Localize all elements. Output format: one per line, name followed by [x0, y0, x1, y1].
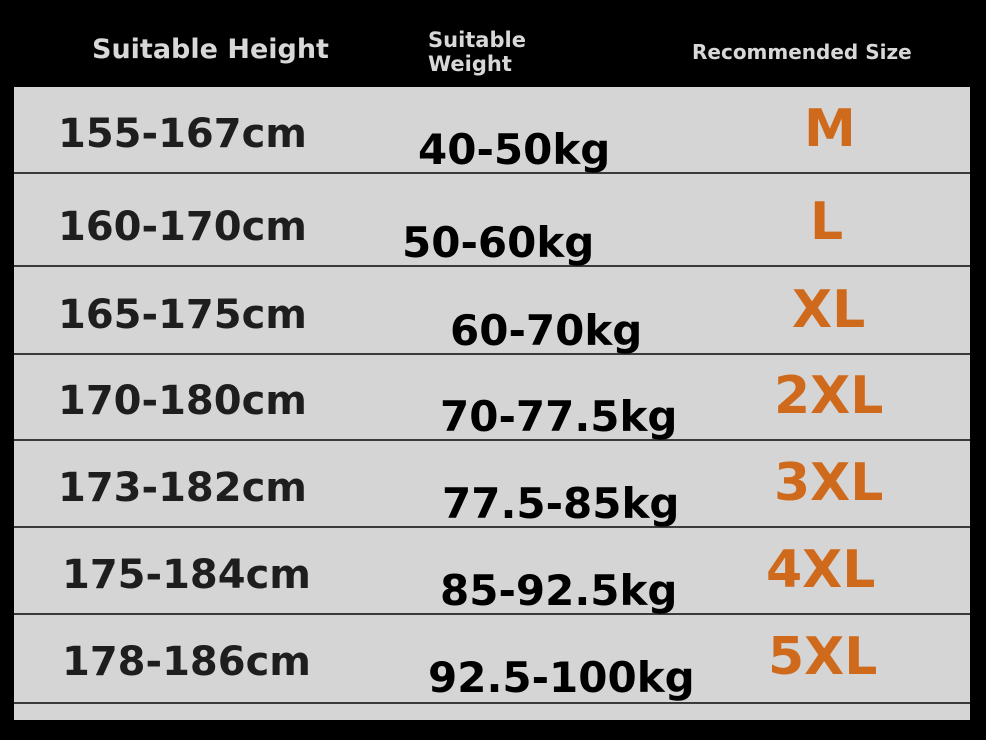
height-cell: 178-186cm: [62, 639, 311, 685]
height-cell: 160-170cm: [58, 204, 307, 250]
height-cell: 173-182cm: [58, 465, 307, 511]
height-cell: 155-167cm: [58, 111, 307, 157]
table-row: 155-167cm 40-50kg M: [14, 87, 970, 174]
weight-cell: 50-60kg: [402, 218, 595, 267]
height-cell: 170-180cm: [58, 378, 307, 424]
table-row: 165-175cm 60-70kg XL: [14, 268, 970, 355]
size-cell: M: [804, 99, 856, 159]
table-row: 160-170cm 50-60kg L: [14, 180, 970, 267]
size-cell: 5XL: [768, 627, 878, 687]
height-cell: 165-175cm: [58, 292, 307, 338]
weight-cell: 92.5-100kg: [428, 653, 695, 702]
size-cell: 3XL: [774, 453, 884, 513]
header-recommended-size: Recommended Size: [692, 40, 912, 64]
weight-cell: 60-70kg: [450, 306, 643, 355]
size-table: 155-167cm 40-50kg M 160-170cm 50-60kg L 165-17…: [14, 87, 970, 720]
table-row: 175-184cm 85-92.5kg 4XL: [14, 528, 970, 615]
header-suitable-weight: Suitable Weight: [428, 28, 526, 76]
table-row: 178-186cm 92.5-100kg 5XL: [14, 615, 970, 704]
header-weight-line2: Weight: [428, 52, 512, 76]
size-cell: XL: [792, 280, 866, 340]
size-cell: 2XL: [774, 366, 884, 426]
size-cell: 4XL: [766, 540, 876, 600]
table-row: 170-180cm 70-77.5kg 2XL: [14, 354, 970, 441]
header-suitable-height: Suitable Height: [92, 34, 329, 65]
weight-cell: 77.5-85kg: [442, 479, 680, 528]
size-cell: L: [810, 192, 844, 252]
weight-cell: 70-77.5kg: [440, 392, 678, 441]
height-cell: 175-184cm: [62, 552, 311, 598]
header-weight-line1: Suitable: [428, 28, 526, 52]
weight-cell: 85-92.5kg: [440, 566, 678, 615]
weight-cell: 40-50kg: [418, 125, 611, 174]
table-row: 173-182cm 77.5-85kg 3XL: [14, 441, 970, 528]
